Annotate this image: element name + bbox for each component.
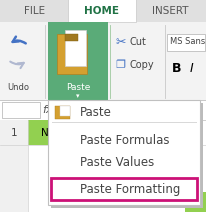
Text: B: B: [171, 61, 181, 74]
Bar: [51, 103, 202, 208]
Text: ✂: ✂: [115, 35, 125, 49]
FancyBboxPatch shape: [65, 29, 86, 66]
Text: I: I: [189, 61, 193, 74]
Text: FILE: FILE: [24, 6, 45, 16]
Bar: [0, 100, 206, 120]
Text: Paste: Paste: [80, 106, 111, 119]
Text: N: N: [41, 128, 49, 138]
FancyBboxPatch shape: [167, 33, 205, 50]
Text: Copy: Copy: [129, 60, 154, 70]
Bar: [0, 120, 206, 212]
Bar: [0, 120, 28, 212]
Text: Paste Values: Paste Values: [80, 155, 153, 169]
FancyBboxPatch shape: [65, 33, 78, 40]
FancyBboxPatch shape: [55, 106, 70, 119]
FancyBboxPatch shape: [57, 34, 87, 74]
Text: fx: fx: [43, 105, 53, 115]
Bar: [48, 100, 199, 205]
Text: MS Sans: MS Sans: [169, 38, 204, 46]
Text: INSERT: INSERT: [151, 6, 187, 16]
Text: Undo: Undo: [7, 84, 29, 92]
Bar: [48, 22, 108, 100]
Text: ❐: ❐: [115, 60, 124, 70]
FancyBboxPatch shape: [2, 102, 40, 118]
Bar: [0, 0, 206, 22]
Bar: [184, 192, 206, 212]
Bar: [28, 120, 63, 145]
FancyBboxPatch shape: [59, 106, 70, 116]
Bar: [0, 22, 206, 100]
Bar: [68, 0, 135, 22]
Text: ▾: ▾: [76, 93, 79, 99]
Text: Paste Formulas: Paste Formulas: [80, 134, 169, 146]
Text: Cut: Cut: [129, 37, 146, 47]
Text: 4: 4: [68, 105, 75, 115]
Text: 1: 1: [11, 128, 17, 138]
Bar: [51, 178, 196, 200]
Text: HOME: HOME: [84, 6, 119, 16]
Text: Paste: Paste: [66, 84, 90, 92]
Text: Paste Formatting: Paste Formatting: [80, 183, 179, 195]
